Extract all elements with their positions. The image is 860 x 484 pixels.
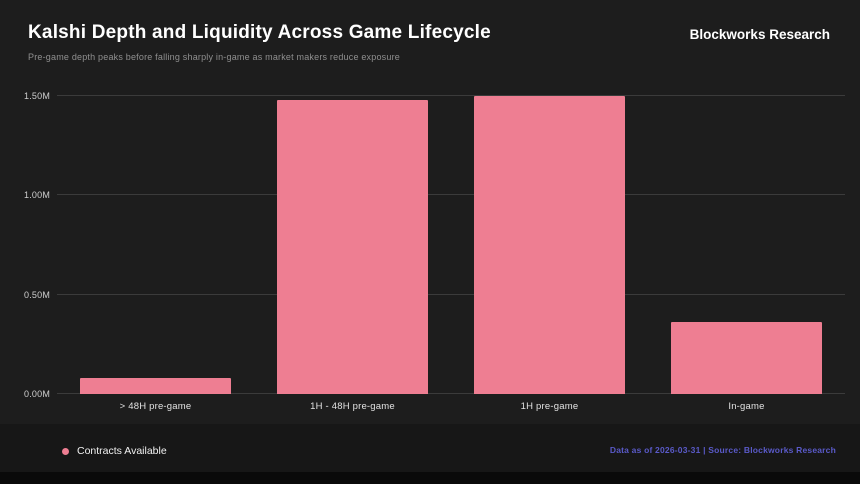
bar-slot — [57, 96, 254, 394]
bottom-strip — [0, 472, 860, 484]
x-tick-label: In-game — [728, 401, 765, 412]
chart-title: Kalshi Depth and Liquidity Across Game L… — [28, 22, 491, 43]
y-tick-label: 0.50M — [24, 289, 51, 300]
gridline — [57, 194, 845, 196]
y-tick-label: 1.00M — [24, 190, 51, 201]
y-tick-label: 1.50M — [24, 91, 51, 101]
bar-4 — [670, 322, 823, 394]
bar-slot — [648, 96, 845, 394]
x-axis: > 48H pre-game 1H - 48H pre-game 1H pre-ga… — [57, 401, 845, 412]
bar-2 — [276, 99, 429, 394]
legend-marker-icon — [62, 447, 69, 455]
header: Kalshi Depth and Liquidity Across Game L… — [28, 22, 491, 62]
x-tick-label: 1H - 48H pre-game — [310, 401, 395, 412]
bar-3 — [473, 96, 626, 394]
footer-band — [0, 424, 860, 472]
bar-slot — [451, 96, 648, 394]
gridline — [57, 293, 845, 295]
y-axis: 0.00M 0.50M 1.00M 1.50M — [24, 91, 54, 399]
bar-slot — [254, 96, 451, 394]
bars — [57, 96, 845, 394]
gridline — [57, 393, 845, 394]
chart-subtitle: Pre-game depth peaks before falling shar… — [28, 52, 400, 62]
x-tick-label: 1H pre-game — [520, 401, 579, 412]
brand-logo-text: Blockworks Research — [689, 27, 830, 42]
legend-label: Contracts Available — [77, 445, 167, 457]
gridline — [57, 95, 845, 96]
bar-1 — [79, 378, 232, 394]
source-note: Data as of 2026-03-31 | Source: Blockwor… — [609, 445, 836, 455]
legend: Contracts Available — [62, 445, 167, 457]
plot-area — [57, 95, 845, 394]
y-tick-label: 0.00M — [24, 389, 51, 399]
x-tick-label: > 48H pre-game — [119, 401, 192, 412]
